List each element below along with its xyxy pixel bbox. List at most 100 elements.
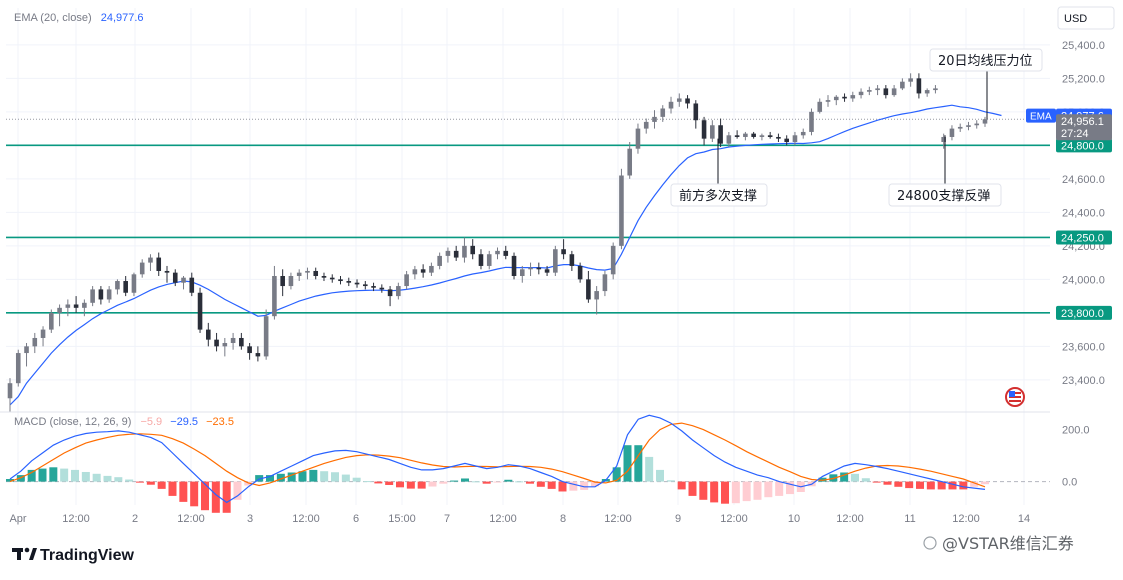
us-flag-icon[interactable]	[1005, 387, 1025, 407]
signal-line	[9, 422, 986, 488]
svg-text:MACD (close, 12, 26, 9) −5: MACD (close, 12, 26, 9) −5.9 −29.5 −23.5	[14, 416, 234, 428]
macd-hist-bar	[103, 475, 112, 482]
macd-hist-bar	[136, 481, 144, 483]
macd-hist-bar	[266, 475, 274, 482]
candle-body	[883, 88, 889, 96]
price-tick-label: 23,600.0	[1062, 341, 1105, 353]
candle-body	[858, 91, 864, 96]
macd-hist-bar	[547, 481, 556, 489]
candle-body	[867, 90, 872, 92]
macd-hist-bar	[201, 481, 209, 511]
watermark-icon	[923, 536, 937, 550]
time-tick-label: 12:00	[720, 513, 748, 525]
macd-hist-bar	[38, 468, 47, 482]
time-tick-label: 12:00	[177, 513, 205, 525]
macd-hist-bar	[471, 481, 480, 483]
watermark-text: @VSTAR维信汇券	[942, 534, 1074, 553]
macd-hist-bar	[840, 472, 849, 482]
candle-body	[528, 267, 533, 270]
annotation-box[interactable]	[929, 48, 1043, 72]
time-tick-label: 2	[132, 513, 138, 525]
candle-body	[850, 95, 856, 99]
price-tick-label: 25,200.0	[1062, 73, 1105, 85]
candle-body	[57, 307, 62, 313]
candle-body	[495, 250, 500, 255]
price-tick-label: 23,400.0	[1062, 375, 1105, 387]
currency-selector[interactable]	[1057, 6, 1115, 30]
macd-hist-bar	[114, 477, 123, 482]
macd-hist-bar	[211, 481, 220, 513]
candle-body	[305, 270, 310, 273]
candle-body	[230, 337, 236, 343]
candle-body	[115, 281, 120, 290]
level-badge-label: 23,800.0	[1061, 308, 1104, 320]
macd-hist-bar	[179, 481, 188, 502]
candle-body	[437, 255, 442, 266]
candle-body	[197, 292, 203, 330]
candle-body	[900, 81, 905, 89]
candle-body	[239, 337, 244, 347]
candle-body	[296, 272, 302, 276]
macd-hist-bar	[233, 481, 242, 500]
tradingview-logo[interactable]: TradingView	[12, 547, 135, 564]
candle-body	[908, 78, 913, 82]
macd-hist-bar	[363, 481, 372, 483]
candle-body	[98, 289, 104, 300]
annotation-box[interactable]	[888, 183, 1002, 207]
candle-body	[577, 265, 583, 280]
macd-hist-bar	[753, 481, 762, 500]
candle-body	[280, 276, 285, 287]
candle-body	[693, 103, 699, 121]
macd-hist-bar	[731, 481, 740, 504]
macd-hist-bar	[309, 469, 318, 482]
annotation-box[interactable]	[670, 183, 768, 207]
macd-axis: 200.0 0.0	[1062, 425, 1090, 489]
candle-body	[263, 316, 269, 357]
candlestick-series	[7, 73, 988, 412]
macd-hist-bar	[569, 481, 578, 491]
candle-body	[800, 131, 806, 136]
candle-body	[759, 135, 765, 137]
candle-body	[982, 119, 988, 124]
candle-body	[643, 121, 649, 129]
candle-body	[272, 276, 277, 317]
candle-body	[767, 135, 773, 137]
currency-label: USD	[1064, 13, 1087, 25]
macd-line-value: −29.5	[170, 416, 198, 428]
candle-body	[743, 133, 748, 137]
candle-body	[131, 274, 137, 293]
candle-body	[396, 286, 401, 297]
candle-body	[123, 281, 128, 293]
candle-body	[610, 245, 616, 275]
candle-body	[32, 337, 38, 347]
candle-body	[924, 90, 930, 94]
macd-hist-bar	[49, 467, 58, 482]
candle-body	[354, 282, 360, 285]
ema-badge-label: EMA	[1030, 112, 1052, 123]
candle-body	[619, 175, 624, 246]
tradingview-logo-icon	[12, 547, 37, 560]
time-axis[interactable]: Apr 12:00 2 12:00 3 12:00 6 15:00 7 12:00 8 12:00 9 1…	[9, 513, 1030, 525]
macd-hist-bar	[970, 481, 979, 487]
macd-indicator-label[interactable]: MACD (close, 12, 26, 9)	[14, 416, 131, 428]
time-tick-label: 12:00	[836, 513, 864, 525]
ema-indicator-label[interactable]: EMA (20, close)	[14, 12, 92, 24]
macd-hist-bar	[450, 480, 459, 482]
last-price-countdown: 27:24	[1061, 128, 1089, 140]
candle-body	[247, 346, 252, 354]
macd-hist-bar	[894, 481, 903, 487]
candle-body	[594, 291, 599, 300]
macd-hist-bar	[710, 481, 719, 503]
macd-hist-bar	[536, 481, 545, 487]
candle-body	[941, 136, 946, 142]
macd-hist-bar	[916, 481, 924, 489]
time-tick-label: 6	[353, 513, 359, 525]
macd-hist-bar	[341, 474, 350, 482]
macd-tick-label: 200.0	[1062, 425, 1090, 437]
candle-body	[214, 339, 219, 347]
macd-hist-bar	[526, 481, 534, 484]
macd-hist-bar	[352, 477, 361, 482]
macd-hist-bar	[612, 467, 621, 482]
price-axis[interactable]: 25,400.025,200.025,000.024,800.024,600.0…	[1026, 40, 1112, 387]
